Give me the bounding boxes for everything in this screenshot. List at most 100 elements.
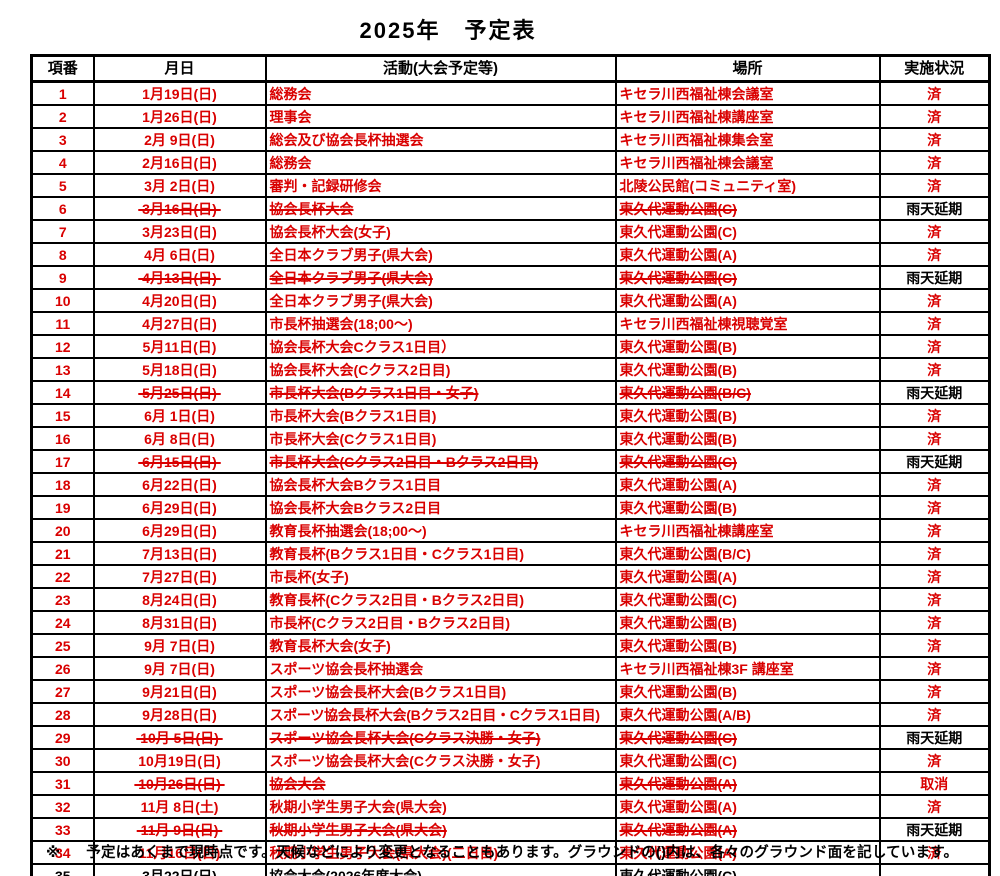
row-item-number: 13 bbox=[30, 357, 95, 382]
row-item-number: 16 bbox=[30, 426, 95, 451]
row-activity: 市長杯抽選会(18;00～) bbox=[264, 311, 617, 336]
page-title: 2025年 予定表 bbox=[359, 18, 537, 43]
row-activity: 審判・記録研修会 bbox=[264, 173, 617, 198]
row-item-number: 25 bbox=[30, 633, 95, 658]
row-place: 東久代運動公園(A) bbox=[614, 771, 881, 796]
row-item-number: 19 bbox=[30, 495, 95, 520]
schedule-table-body: 1 1月19日(日) 総務会 キセラ川西福祉棟会議室 済 2 1月26日(日) … bbox=[30, 80, 991, 876]
row-activity: 協会大会 bbox=[264, 771, 617, 796]
row-date: 9月21日(日) bbox=[92, 679, 267, 704]
col-header-status: 実施状況 bbox=[878, 54, 991, 83]
row-date: 6月15日(日) bbox=[92, 449, 267, 474]
row-status: 済 bbox=[878, 518, 991, 543]
row-activity: 市長杯大会(Cクラス1日目) bbox=[264, 426, 617, 451]
row-date: 6月22日(日) bbox=[92, 472, 267, 497]
row-activity: 総会及び協会長杯抽選会 bbox=[264, 127, 617, 152]
row-status: 済 bbox=[878, 472, 991, 497]
table-row: 17 6月15日(日) 市長杯大会(Cクラス2日目・Bクラス2日目) 東久代運動… bbox=[30, 449, 991, 474]
row-item-number: 31 bbox=[30, 771, 95, 796]
row-date: 11月16日(日) bbox=[92, 840, 267, 865]
row-place: 東久代運動公園(C) bbox=[614, 863, 881, 876]
row-date: 9月28日(日) bbox=[92, 702, 267, 727]
row-status: 済 bbox=[878, 633, 991, 658]
table-row: 1 1月19日(日) 総務会 キセラ川西福祉棟会議室 済 bbox=[30, 80, 991, 106]
table-row: 30 10月19日(日) スポーツ協会長杯大会(Cクラス決勝・女子) 東久代運動… bbox=[30, 748, 991, 773]
row-status: 済 bbox=[878, 150, 991, 175]
table-row: 20 6月29日(日) 教育長杯抽選会(18;00～) キセラ川西福祉棟講座室 … bbox=[30, 518, 991, 543]
col-header-place: 場所 bbox=[614, 54, 881, 83]
row-activity: 協会長杯大会Bクラス2日目 bbox=[264, 495, 617, 520]
row-activity: 市長杯大会(Bクラス1日目) bbox=[264, 403, 617, 428]
table-row: 16 6月 8日(日) 市長杯大会(Cクラス1日目) 東久代運動公園(B) 済 bbox=[30, 426, 991, 451]
row-date: 6月29日(日) bbox=[92, 518, 267, 543]
row-activity: スポーツ協会長杯大会(Cクラス決勝・女子) bbox=[264, 725, 617, 750]
row-place: 東久代運動公園(C) bbox=[614, 449, 881, 474]
row-item-number: 22 bbox=[30, 564, 95, 589]
row-date: 4月27日(日) bbox=[92, 311, 267, 336]
row-place: 東久代運動公園(B) bbox=[614, 334, 881, 359]
table-row: 2 1月26日(日) 理事会 キセラ川西福祉棟講座室 済 bbox=[30, 104, 991, 129]
row-activity: スポーツ協会長杯大会(Bクラス1日目) bbox=[264, 679, 617, 704]
table-row: 35 3月22日(日) 協会大会(2026年度大会) 東久代運動公園(C) bbox=[30, 863, 991, 876]
row-place: 東久代運動公園(C) bbox=[614, 587, 881, 612]
table-row: 3 2月 9日(日) 総会及び協会長杯抽選会 キセラ川西福祉棟集会室 済 bbox=[30, 127, 991, 152]
row-status: 済 bbox=[878, 311, 991, 336]
table-row: 26 9月 7日(日) スポーツ協会長杯抽選会 キセラ川西福祉棟3F 講座室 済 bbox=[30, 656, 991, 681]
row-activity: 教育長杯(Bクラス1日目・Cクラス1日目) bbox=[264, 541, 617, 566]
row-item-number: 6 bbox=[30, 196, 95, 221]
row-status: 雨天延期 bbox=[878, 817, 991, 842]
row-activity: 協会長杯大会(女子) bbox=[264, 219, 617, 244]
row-activity: スポーツ協会長杯抽選会 bbox=[264, 656, 617, 681]
table-row: 29 10月 5日(日) スポーツ協会長杯大会(Cクラス決勝・女子) 東久代運動… bbox=[30, 725, 991, 750]
row-activity: 教育長杯(Cクラス2日目・Bクラス2日目) bbox=[264, 587, 617, 612]
row-place: 東久代運動公園(C) bbox=[614, 219, 881, 244]
row-activity: 総務会 bbox=[264, 150, 617, 175]
row-item-number: 3 bbox=[30, 127, 95, 152]
row-activity: 協会長杯大会Cクラス1日目） bbox=[264, 334, 617, 359]
table-row: 5 3月 2日(日) 審判・記録研修会 北陵公民館(コミュニティ室) 済 bbox=[30, 173, 991, 198]
col-header-activity: 活動(大会予定等) bbox=[264, 54, 617, 83]
row-item-number: 14 bbox=[30, 380, 95, 405]
row-status: 済 bbox=[878, 242, 991, 267]
row-activity: 教育長杯大会(女子) bbox=[264, 633, 617, 658]
table-row: 21 7月13日(日) 教育長杯(Bクラス1日目・Cクラス1日目) 東久代運動公… bbox=[30, 541, 991, 566]
table-row: 18 6月22日(日) 協会長杯大会Bクラス1日目 東久代運動公園(A) 済 bbox=[30, 472, 991, 497]
schedule-table: 項番 月日 活動(大会予定等) 場所 実施状況 1 1月19日(日) 総務会 キ… bbox=[30, 54, 991, 876]
row-activity: 全日本クラブ男子(県大会) bbox=[264, 242, 617, 267]
row-place: 東久代運動公園(B) bbox=[614, 679, 881, 704]
row-item-number: 27 bbox=[30, 679, 95, 704]
footnote-text: 予定はあくまで現時点です。天候などにより変更となることもあります。グラウンドの(… bbox=[86, 845, 959, 861]
row-status: 済 bbox=[878, 748, 991, 773]
row-item-number: 15 bbox=[30, 403, 95, 428]
row-date: 5月25日(日) bbox=[92, 380, 267, 405]
row-date: 5月18日(日) bbox=[92, 357, 267, 382]
table-row: 7 3月23日(日) 協会長杯大会(女子) 東久代運動公園(C) 済 bbox=[30, 219, 991, 244]
row-activity: 教育長杯抽選会(18;00～) bbox=[264, 518, 617, 543]
row-status: 済 bbox=[878, 495, 991, 520]
row-date: 3月 2日(日) bbox=[92, 173, 267, 198]
row-place: キセラ川西福祉棟会議室 bbox=[614, 150, 881, 175]
table-row: 28 9月28日(日) スポーツ協会長杯大会(Bクラス2日目・Cクラス1日目) … bbox=[30, 702, 991, 727]
row-date: 6月 8日(日) bbox=[92, 426, 267, 451]
row-item-number: 17 bbox=[30, 449, 95, 474]
table-row: 12 5月11日(日) 協会長杯大会Cクラス1日目） 東久代運動公園(B) 済 bbox=[30, 334, 991, 359]
row-status: 済 bbox=[878, 403, 991, 428]
row-date: 6月 1日(日) bbox=[92, 403, 267, 428]
table-row: 6 3月16日(日) 協会長杯大会 東久代運動公園(C) 雨天延期 bbox=[30, 196, 991, 221]
table-row: 24 8月31日(日) 市長杯(Cクラス2日目・Bクラス2日目) 東久代運動公園… bbox=[30, 610, 991, 635]
row-activity: 協会大会(2026年度大会) bbox=[264, 863, 617, 876]
row-item-number: 30 bbox=[30, 748, 95, 773]
row-item-number: 12 bbox=[30, 334, 95, 359]
row-item-number: 9 bbox=[30, 265, 95, 290]
row-status: 済 bbox=[878, 104, 991, 129]
table-row: 4 2月16日(日) 総務会 キセラ川西福祉棟会議室 済 bbox=[30, 150, 991, 175]
row-date: 9月 7日(日) bbox=[92, 656, 267, 681]
row-activity: 総務会 bbox=[264, 80, 617, 106]
row-status: 済 bbox=[878, 334, 991, 359]
table-row: 11 4月27日(日) 市長杯抽選会(18;00～) キセラ川西福祉棟視聴覚室 … bbox=[30, 311, 991, 336]
row-date: 4月20日(日) bbox=[92, 288, 267, 313]
row-item-number: 20 bbox=[30, 518, 95, 543]
row-item-number: 4 bbox=[30, 150, 95, 175]
row-status: 済 bbox=[878, 426, 991, 451]
row-item-number: 18 bbox=[30, 472, 95, 497]
